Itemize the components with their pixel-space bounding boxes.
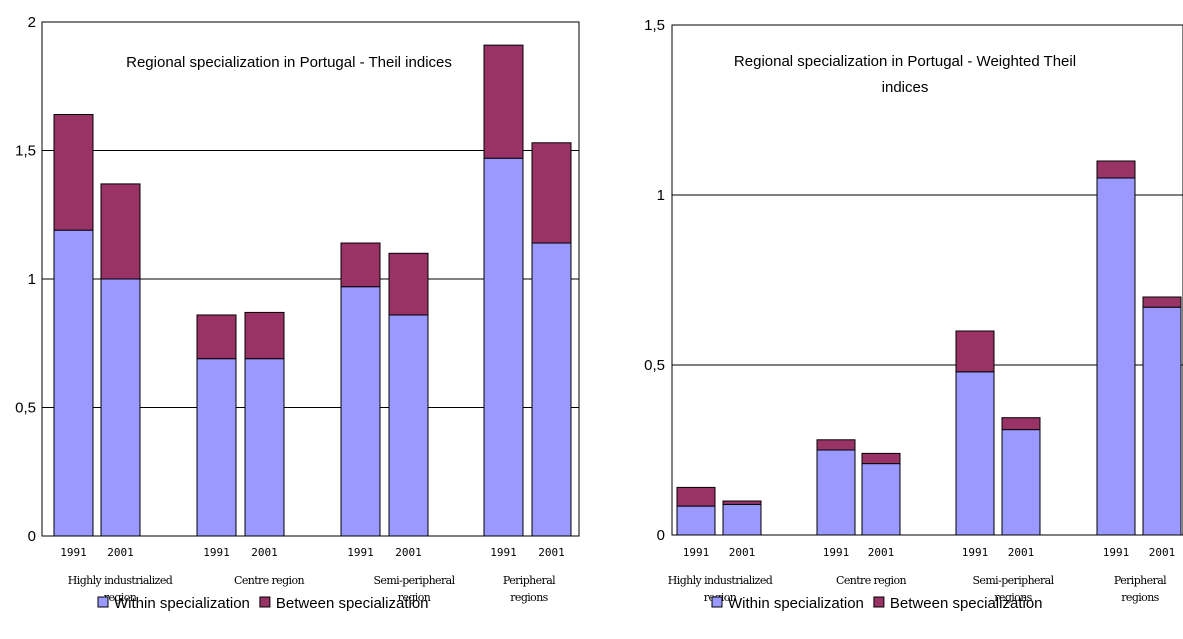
- bar-within-8: [531, 242, 572, 537]
- legend-label: Within specialization: [728, 595, 864, 612]
- bar-within-2: [722, 503, 762, 536]
- bar-within-1: [676, 505, 716, 536]
- x-year-label: 1991: [962, 546, 989, 559]
- bar-within-1: [53, 229, 94, 537]
- bar-between-3: [816, 439, 856, 451]
- bar-within-3: [196, 358, 237, 537]
- bar-within-4: [861, 463, 901, 536]
- bar-between-2: [722, 500, 762, 505]
- bar-between-7: [1096, 160, 1136, 179]
- bar-between-5: [340, 242, 381, 288]
- legend-swatch: [97, 596, 109, 608]
- bar-within-7: [1096, 177, 1136, 536]
- x-year-label: 2001: [538, 546, 565, 559]
- legend-label: Within specialization: [114, 595, 250, 612]
- bar-between-2: [100, 183, 141, 280]
- x-year-label: 2001: [1008, 546, 1035, 559]
- y-tick-label: 1,5: [644, 17, 665, 34]
- legend: Within specialization Between specializat…: [711, 595, 1043, 612]
- bar-within-8: [1142, 306, 1182, 536]
- x-year-label: 2001: [395, 546, 422, 559]
- y-tick-label: 1,5: [15, 143, 36, 160]
- y-tick-label: 1: [657, 187, 665, 204]
- legend-swatch: [873, 596, 885, 608]
- bar-between-6: [388, 252, 429, 316]
- bar-between-6: [1001, 417, 1041, 431]
- bar-within-6: [388, 314, 429, 537]
- x-group-label: Centre region: [234, 574, 304, 587]
- x-year-label: 1991: [683, 546, 710, 559]
- x-group-label: Peripheral regions: [1114, 574, 1167, 604]
- bar-between-1: [53, 114, 94, 231]
- x-year-label: 1991: [1103, 546, 1130, 559]
- y-tick-label: 0,5: [15, 400, 36, 417]
- x-group-label: Peripheral regions: [503, 574, 556, 604]
- x-group-label: Semi-peripheral regions: [972, 574, 1054, 604]
- bar-within-6: [1001, 429, 1041, 536]
- x-group-label: Semi-peripheral region: [373, 574, 455, 604]
- bar-between-3: [196, 314, 237, 360]
- x-year-label: 2001: [729, 546, 756, 559]
- bar-within-5: [340, 286, 381, 537]
- x-year-label: 1991: [203, 546, 230, 559]
- x-year-label: 1991: [823, 546, 850, 559]
- x-year-label: 1991: [60, 546, 87, 559]
- bar-between-7: [483, 44, 524, 159]
- bar-between-4: [861, 452, 901, 465]
- x-year-label: 2001: [107, 546, 134, 559]
- y-tick-label: 0,5: [644, 357, 665, 374]
- x-group-label: Centre region: [836, 574, 906, 587]
- chart-2: 0 0,5 1 1,5 1991 2001 1991 2001 1991 2001 1991 2001…: [644, 17, 1183, 612]
- bar-between-8: [1142, 296, 1182, 308]
- legend-swatch: [259, 596, 271, 608]
- y-tick-label: 0: [657, 527, 665, 544]
- bar-within-2: [100, 278, 141, 537]
- bar-between-1: [676, 486, 716, 507]
- x-year-label: 1991: [347, 546, 374, 559]
- y-tick-label: 0: [28, 528, 36, 545]
- bar-between-4: [244, 311, 285, 360]
- legend-label: Between specialization: [890, 595, 1043, 612]
- bar-within-4: [244, 358, 285, 537]
- chart-1: 0 0,5 1 1,5 2 1991 2001 1991 2001 1991 2001 1991 200…: [15, 14, 580, 612]
- legend-swatch: [711, 596, 723, 608]
- bar-between-5: [955, 330, 995, 373]
- chart-title: Regional specialization in Portugal - Th…: [126, 54, 452, 71]
- legend: Within specialization Between specializat…: [97, 595, 429, 612]
- y-tick-label: 2: [28, 14, 36, 31]
- bar-within-3: [816, 449, 856, 536]
- x-year-label: 2001: [1149, 546, 1176, 559]
- x-year-label: 1991: [490, 546, 517, 559]
- bar-within-7: [483, 157, 524, 537]
- legend-label: Between specialization: [276, 595, 429, 612]
- y-tick-label: 1: [28, 271, 36, 288]
- bar-within-5: [955, 371, 995, 536]
- x-year-label: 2001: [868, 546, 895, 559]
- chart-title: Regional specialization in Portugal - We…: [734, 53, 1076, 96]
- x-year-label: 2001: [251, 546, 278, 559]
- bar-between-8: [531, 142, 572, 244]
